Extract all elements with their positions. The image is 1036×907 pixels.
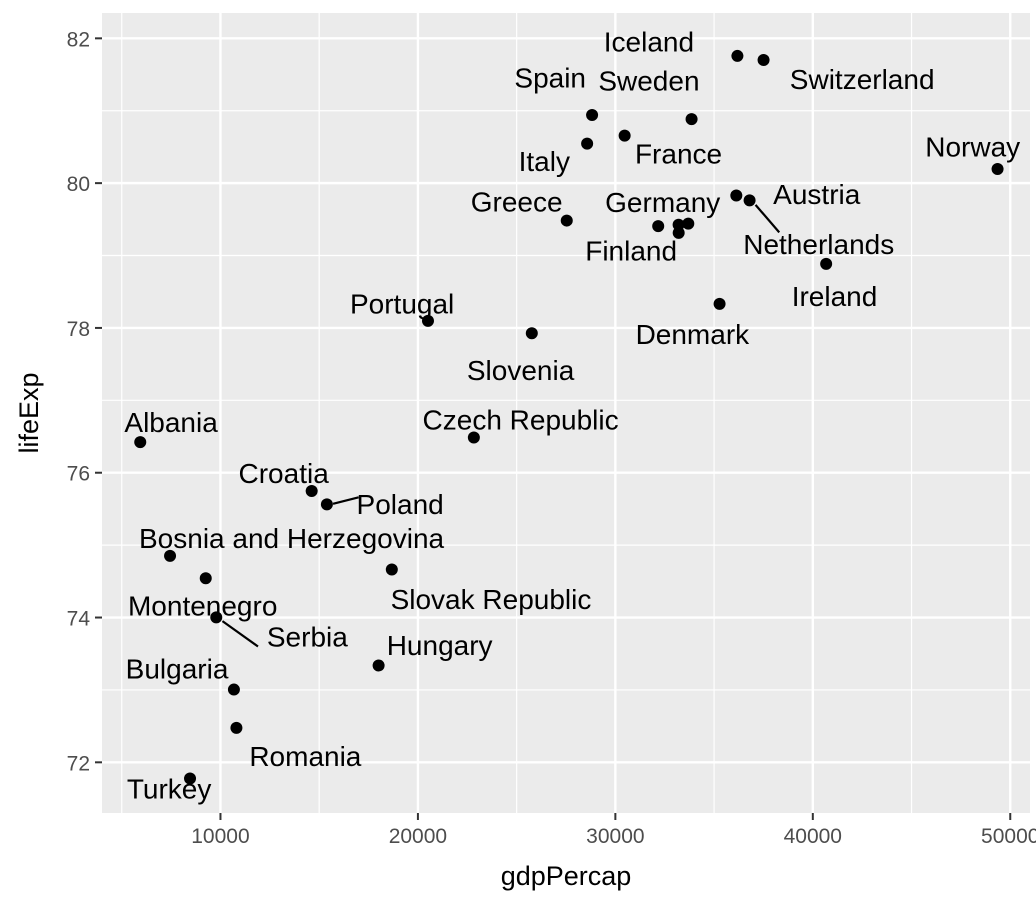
point-label: France: [635, 139, 722, 170]
point-label: Turkey: [127, 774, 212, 805]
point-label: Serbia: [267, 621, 348, 652]
data-point: [757, 53, 770, 66]
data-point: [581, 137, 594, 150]
data-points: [134, 49, 1004, 785]
data-point: [820, 257, 833, 270]
y-tick-label: 76: [67, 463, 90, 486]
data-point: [991, 162, 1004, 175]
data-point: [320, 498, 333, 511]
point-label: Sweden: [598, 65, 699, 96]
y-tick-label: 82: [67, 28, 90, 51]
y-tick-label: 72: [67, 752, 90, 775]
point-label: Bosnia and Herzegovina: [139, 523, 445, 554]
point-label: Portugal: [350, 288, 454, 319]
point-label: Bulgaria: [126, 653, 229, 684]
point-label: Austria: [773, 179, 861, 210]
label-leader-lines: [221, 204, 781, 648]
point-label: Switzerland: [790, 64, 935, 95]
point-label: Albania: [124, 407, 218, 438]
point-labels: Iceland Switzerland Spain Sweden France Italy…: [124, 26, 1020, 804]
point-label: Slovenia: [467, 355, 575, 386]
point-label: Slovak Republic: [391, 584, 592, 615]
data-point: [731, 49, 744, 62]
data-point: [685, 113, 698, 126]
data-point: [713, 297, 726, 310]
x-tick-label: 50000: [981, 825, 1036, 848]
plot-panel: [102, 13, 1030, 813]
data-point: [730, 189, 743, 202]
data-point: [305, 484, 318, 497]
y-tick-label: 78: [67, 318, 90, 341]
data-point: [199, 572, 212, 585]
x-tick-label: 40000: [784, 825, 842, 848]
y-axis-title: lifeExp: [14, 372, 44, 453]
data-point: [421, 314, 434, 327]
point-label: Finland: [585, 236, 677, 267]
data-point: [372, 659, 385, 672]
leader-line: [221, 620, 259, 648]
leader-line: [754, 204, 781, 234]
axis-ticks: [95, 37, 1012, 820]
point-label: Ireland: [792, 281, 878, 312]
data-point: [385, 563, 398, 576]
point-label: Croatia: [239, 458, 330, 489]
point-label: Czech Republic: [423, 404, 619, 435]
data-point: [743, 194, 756, 207]
data-point: [134, 436, 147, 449]
data-point: [672, 226, 685, 239]
data-point: [467, 431, 480, 444]
point-label: Denmark: [636, 319, 751, 350]
x-tick-label: 20000: [389, 825, 447, 848]
point-label: Spain: [514, 63, 586, 94]
point-label: Norway: [925, 131, 1020, 162]
minor-gridlines: [102, 13, 1030, 813]
data-point: [618, 129, 631, 142]
data-point: [652, 220, 665, 233]
point-label: Iceland: [604, 26, 694, 57]
y-tick-label: 74: [67, 608, 91, 631]
point-label: Poland: [357, 489, 444, 520]
data-point: [682, 217, 695, 230]
point-label: Montenegro: [128, 590, 277, 621]
point-label: Italy: [519, 146, 570, 177]
major-gridlines: [102, 13, 1030, 813]
point-label: Germany: [605, 187, 720, 218]
point-label: Netherlands: [743, 229, 894, 260]
x-tick-label: 10000: [191, 825, 249, 848]
x-tick-label: 30000: [586, 825, 644, 848]
point-label: Hungary: [387, 630, 493, 661]
data-point: [230, 721, 243, 734]
y-tick-label: 80: [67, 173, 90, 196]
data-point: [525, 327, 538, 340]
axis-tick-labels: 10000 20000 30000 40000 50000 72 74 76 78 80 82: [67, 28, 1036, 848]
point-label: Romania: [249, 741, 361, 772]
data-point: [560, 214, 573, 227]
data-point: [227, 683, 240, 696]
point-label: Greece: [471, 186, 563, 217]
data-point: [586, 109, 599, 122]
leader-line: [332, 496, 359, 505]
x-axis-title: gdpPercap: [501, 861, 632, 891]
data-point: [164, 549, 177, 562]
data-point: [210, 611, 223, 624]
data-point: [184, 772, 197, 785]
